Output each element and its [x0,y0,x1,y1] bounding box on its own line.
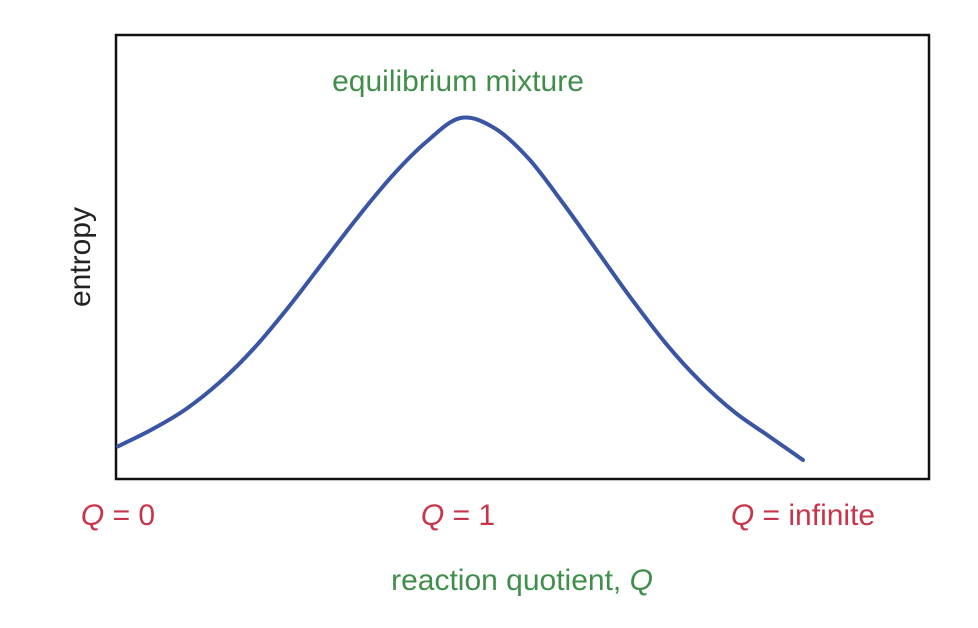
entropy-curve [116,115,805,462]
x-axis-title: reaction quotient, Q [391,564,653,597]
annotation-equilibrium-mixture: equilibrium mixture [332,65,584,98]
x-tick-q-0: Q = 0 [81,499,155,532]
plot-frame [114,33,931,481]
x-tick-q-infinite: Q = infinite [731,499,875,532]
y-axis-label: entropy [64,207,97,307]
x-tick-q-1: Q = 1 [421,499,495,532]
